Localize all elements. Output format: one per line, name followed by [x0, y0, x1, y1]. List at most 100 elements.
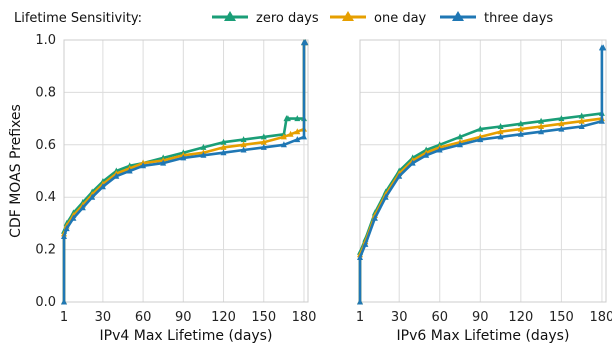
data-point [294, 115, 301, 122]
series-one-day [61, 39, 309, 305]
series-line [62, 41, 306, 302]
series-line [62, 41, 306, 302]
legend-label: zero days [256, 11, 319, 26]
data-point [200, 151, 207, 158]
data-point [160, 159, 167, 166]
data-point [287, 130, 294, 137]
x-tick-label: 120 [508, 310, 533, 325]
y-tick-label: 0.4 [35, 190, 56, 205]
plot-frame [359, 39, 607, 303]
data-point [280, 141, 287, 148]
legend-marker [452, 11, 464, 21]
legend-item-one-day: one day [330, 11, 427, 26]
data-point [517, 130, 524, 137]
grid [63, 39, 308, 303]
legend-items: zero days one day three days [212, 11, 553, 26]
panel-ipv4: 0.0 0.2 0.4 0.6 0.8 1.0 1 30 60 90 120 150 180 IPv4 M… [35, 33, 316, 344]
data-point [371, 214, 378, 221]
data-point [113, 172, 120, 179]
x-tick-label: 180 [590, 310, 612, 325]
data-point [302, 39, 309, 46]
data-point [457, 141, 463, 148]
data-point [240, 141, 247, 148]
legend-title: Lifetime Sensitivity: [14, 11, 142, 26]
y-tick-label: 1.0 [35, 33, 56, 48]
plot-frame [63, 39, 309, 303]
data-point [220, 138, 227, 145]
data-point [280, 133, 287, 140]
data-point [220, 149, 227, 156]
data-point [200, 143, 207, 150]
data-point [600, 44, 607, 51]
data-point [538, 117, 545, 124]
data-point [357, 298, 363, 305]
x-tick-label: 90 [175, 310, 192, 325]
data-point [70, 214, 77, 221]
data-point [89, 193, 96, 200]
data-point [457, 133, 463, 140]
data-point [497, 133, 504, 140]
data-point [294, 128, 301, 135]
x-tick-label: 150 [549, 310, 574, 325]
data-point [126, 167, 133, 174]
data-point [558, 125, 565, 132]
x-axis-label: IPv4 Max Lifetime (days) [100, 328, 273, 344]
y-tick-label: 0.6 [35, 138, 56, 153]
data-point [63, 225, 70, 232]
data-point [578, 112, 585, 119]
legend-item-zero-days: zero days [212, 11, 319, 26]
legend: Lifetime Sensitivity: zero days one day th… [14, 11, 553, 26]
data-point [477, 125, 484, 132]
series-one-day [357, 115, 605, 305]
x-tick-label: 1 [356, 310, 364, 325]
x-tick-label: 30 [391, 310, 408, 325]
data-point [538, 123, 545, 129]
data-point [396, 172, 403, 179]
data-point [497, 123, 504, 129]
series-three-days [61, 39, 309, 305]
data-point [558, 115, 565, 122]
legend-label: one day [374, 11, 427, 26]
data-point [99, 183, 106, 190]
data-point [61, 298, 67, 305]
series-line [358, 117, 603, 302]
data-point [79, 204, 86, 211]
data-point [578, 117, 585, 124]
data-point [409, 159, 416, 166]
data-point [180, 154, 187, 161]
series-three-days [357, 44, 607, 305]
legend-label: three days [484, 11, 553, 26]
data-point [382, 193, 389, 200]
data-point [598, 117, 605, 124]
data-point [220, 143, 227, 150]
x-tick-label: 30 [95, 310, 112, 325]
data-point [301, 133, 307, 140]
y-tick-label: 0.8 [35, 85, 56, 100]
data-point [517, 125, 524, 132]
data-point [140, 162, 147, 169]
data-point [357, 254, 363, 260]
y-tick-label: 0.0 [35, 295, 56, 310]
data-point [477, 136, 484, 143]
data-point [578, 123, 585, 129]
legend-marker [342, 11, 354, 21]
data-point [538, 128, 545, 135]
data-point [558, 120, 565, 127]
y-axis-label: CDF MOAS Prefixes [8, 104, 24, 238]
grid [359, 39, 606, 303]
data-point [436, 146, 443, 153]
data-point [517, 120, 524, 127]
x-tick-label: 60 [431, 310, 448, 325]
data-point [362, 240, 369, 247]
panel-ipv6: 1 30 60 90 120 150 180 IPv6 Max Lifetime (days) [356, 39, 612, 344]
data-point [423, 151, 430, 158]
y-tick-label: 0.2 [35, 243, 56, 258]
series-line [62, 41, 306, 302]
data-point [240, 136, 247, 143]
x-tick-label: 120 [211, 310, 236, 325]
data-point [284, 115, 291, 122]
x-tick-label: 1 [60, 310, 68, 325]
x-axis-label: IPv6 Max Lifetime (days) [397, 328, 570, 344]
data-point [240, 146, 247, 153]
